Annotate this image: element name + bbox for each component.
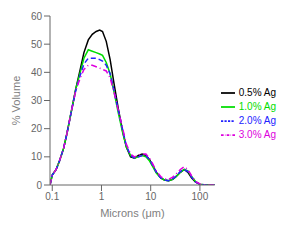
svg-text:100: 100 <box>192 191 209 202</box>
svg-text:Microns (μm): Microns (μm) <box>100 207 164 219</box>
svg-text:30: 30 <box>31 95 43 106</box>
svg-text:10: 10 <box>31 151 43 162</box>
html-text:3.0% Ag: 3.0% Ag <box>238 128 276 140</box>
svg-text:40: 40 <box>31 67 43 78</box>
svg-text:1: 1 <box>99 191 105 202</box>
svg-text:% Volume: % Volume <box>10 76 22 126</box>
svg-text:0.1: 0.1 <box>45 191 59 202</box>
html-text:0.5% Ag: 0.5% Ag <box>238 86 276 98</box>
svg-text:50: 50 <box>31 39 43 50</box>
html-text:2.0% Ag: 2.0% Ag <box>238 114 276 126</box>
html-text:1.0% Ag: 1.0% Ag <box>238 100 276 112</box>
svg-text:60: 60 <box>31 11 43 22</box>
svg-text:0: 0 <box>36 180 42 191</box>
svg-text:10: 10 <box>145 191 157 202</box>
svg-text:20: 20 <box>31 123 43 134</box>
